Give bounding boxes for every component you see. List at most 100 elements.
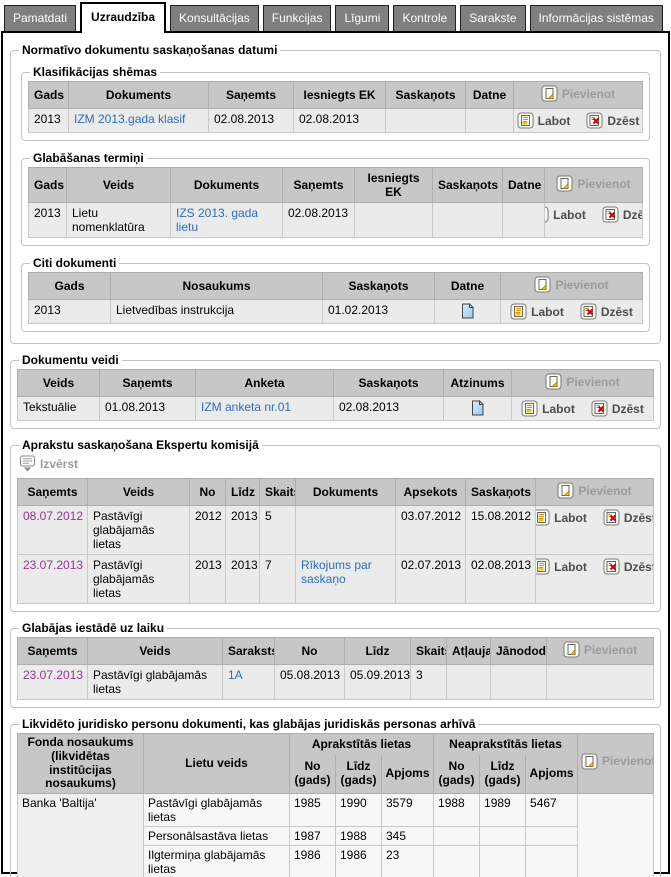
edit-icon	[536, 509, 551, 526]
add-document-icon	[557, 482, 574, 499]
labot-button[interactable]: Labot	[536, 509, 587, 526]
col-sanemts: Saņemts	[208, 81, 294, 109]
delete-icon	[602, 206, 619, 223]
cell-lietu-veids: Personālsastāva lietas	[143, 826, 290, 847]
col-a-lidz-gads: Līdz (gads)	[335, 755, 382, 795]
col-anketa: Anketa	[195, 369, 334, 397]
uzraudziba-panel: Normatīvo dokumentu saskaņošanas datumi …	[1, 31, 670, 877]
cell-a-apjoms: 23	[380, 845, 435, 877]
add-document-icon	[545, 373, 562, 390]
tab-ligumi[interactable]: Līgumi	[335, 5, 390, 31]
cell-saskanots	[432, 202, 503, 238]
cell-sanemts: 23.07.2013	[17, 664, 88, 700]
section-likvideto-dokumenti: Likvidēto juridisko personu dokumenti, k…	[10, 717, 661, 877]
cell-dokuments: IZM 2013.gada klasif	[68, 108, 209, 133]
labot-button[interactable]: Labot	[545, 206, 586, 223]
col-gads: Gads	[28, 167, 67, 203]
cell-n-no	[433, 826, 481, 847]
dzest-button[interactable]: Dzēst	[586, 112, 639, 129]
cell-janodod	[490, 664, 547, 700]
col-saskanots: Saskaņots	[322, 272, 435, 300]
labot-button[interactable]: Labot	[517, 112, 570, 129]
dokuments-link[interactable]: IZS 2013. gada lietu	[176, 206, 259, 234]
cell-sanemts: 02.08.2013	[282, 202, 355, 238]
tab-funkcijas[interactable]: Funkcijas	[262, 5, 332, 31]
file-icon[interactable]	[470, 400, 485, 416]
dzest-button[interactable]: Dzēst	[591, 400, 644, 417]
labot-button[interactable]: Labot	[510, 303, 564, 320]
pievienot-button[interactable]: Pievienot	[534, 276, 609, 293]
citi-dokumenti-table: Gads Nosaukums Saskaņots Datne Pievienot…	[28, 272, 643, 324]
col-a-apjoms: Apjoms	[380, 755, 435, 795]
cell-lietu-veids: Ilgtermiņa glabājamās lietas	[143, 845, 290, 877]
pievienot-button[interactable]: Pievienot	[541, 85, 615, 102]
izverst-button[interactable]: Izvērst	[19, 455, 78, 472]
cell-a-lidz: 1986	[335, 845, 382, 877]
sanemts-link[interactable]: 08.07.2012	[23, 509, 84, 523]
col-iesniegts-ek: Iesniegts EK	[293, 81, 386, 109]
col-sanemts: Saņemts	[17, 478, 88, 506]
col-actions: Pievienot	[513, 81, 643, 109]
col-no: No	[189, 478, 226, 506]
labot-button[interactable]: Labot	[521, 400, 575, 417]
edit-icon	[517, 112, 534, 129]
dzest-button[interactable]: Dzēst	[602, 206, 642, 223]
add-document-icon	[534, 276, 551, 293]
dokuments-link[interactable]: IZM 2013.gada klasif	[74, 112, 186, 126]
sanemts-link[interactable]: 23.07.2013	[23, 558, 84, 572]
cell-saskanots	[385, 108, 466, 133]
dzest-button[interactable]: Dzēst	[603, 509, 653, 526]
dzest-button[interactable]: Dzēst	[580, 303, 633, 320]
klasifikacijas-table: Gads Dokuments Saņemts Iesniegts EK Sask…	[28, 81, 643, 133]
cell-gads: 2013	[28, 202, 67, 238]
table-row: Ilgtermiņa glabājamās lietas 1986 1986 2…	[18, 845, 654, 877]
pievienot-button[interactable]: Pievienot	[557, 482, 632, 499]
tab-bar: Pamatdati Uzraudzība Konsultācijas Funkc…	[0, 0, 671, 33]
glabasanas-table: Gads Veids Dokuments Saņemts Iesniegts E…	[28, 167, 643, 238]
pievienot-button[interactable]: Pievienot	[556, 175, 631, 192]
col-datne: Datne	[465, 81, 514, 109]
col-actions: Pievienot	[500, 272, 643, 300]
anketa-link[interactable]: IZM anketa nr.01	[201, 400, 292, 414]
pievienot-button[interactable]: Pievienot	[563, 641, 637, 658]
col-sanemts: Saņemts	[99, 369, 196, 397]
col-skaits: Skaits	[259, 478, 296, 506]
file-icon[interactable]	[460, 303, 475, 319]
col-dokuments: Dokuments	[170, 167, 283, 203]
pievienot-button[interactable]: Pievienot	[545, 373, 620, 390]
tab-konsultacijas[interactable]: Konsultācijas	[170, 5, 259, 31]
section-glabajas-iestade: Glabājas iestādē uz laiku Saņemts Veids …	[10, 621, 661, 708]
delete-icon	[586, 112, 603, 129]
col-veids: Veids	[87, 478, 190, 506]
cell-n-lidz	[479, 826, 527, 847]
cell-saskanots: 01.02.2013	[322, 299, 435, 324]
col-atlauja: Atļauja	[446, 637, 491, 665]
tab-kontrole[interactable]: Kontrole	[393, 5, 457, 31]
cell-iesniegts-ek: 02.08.2013	[293, 108, 386, 133]
col-datne: Datne	[502, 167, 545, 203]
col-skaits: Skaits	[410, 637, 447, 665]
tab-pamatdati[interactable]: Pamatdati	[4, 5, 77, 31]
tab-informacijas-sistemas[interactable]: Informācijas sistēmas	[529, 5, 663, 31]
cell-actions-empty	[546, 664, 654, 700]
labot-button[interactable]: Labot	[536, 558, 587, 575]
sanemts-link[interactable]: 23.07.2013	[23, 668, 84, 682]
col-a-no-gads: No (gads)	[289, 755, 336, 795]
tab-sarakste[interactable]: Sarakste	[460, 5, 526, 31]
dzest-button[interactable]: Dzēst	[603, 558, 653, 575]
section-title: Normatīvo dokumentu saskaņošanas datumi	[22, 43, 278, 57]
saraksts-link[interactable]: 1A	[228, 668, 243, 682]
col-n-lidz-gads: Līdz (gads)	[479, 755, 527, 795]
cell-veids: Pastāvīgi glabājamās lietas	[87, 554, 190, 604]
add-document-icon	[581, 753, 598, 770]
pievienot-button[interactable]: Pievienot	[581, 753, 653, 770]
cell-sanemts: 23.07.2013	[17, 554, 88, 604]
cell-no: 2012	[189, 505, 226, 555]
cell-saskanots: 02.08.2013	[333, 396, 444, 421]
cell-skaits: 5	[259, 505, 296, 555]
edit-icon	[536, 558, 551, 575]
tab-uzraudziba[interactable]: Uzraudzība	[80, 2, 167, 33]
col-saraksts: Saraksts	[222, 637, 275, 665]
table-row: 08.07.2012 Pastāvīgi glabājamās lietas 2…	[17, 505, 654, 555]
dokuments-link[interactable]: Rīkojums par saskaņo	[301, 558, 372, 586]
